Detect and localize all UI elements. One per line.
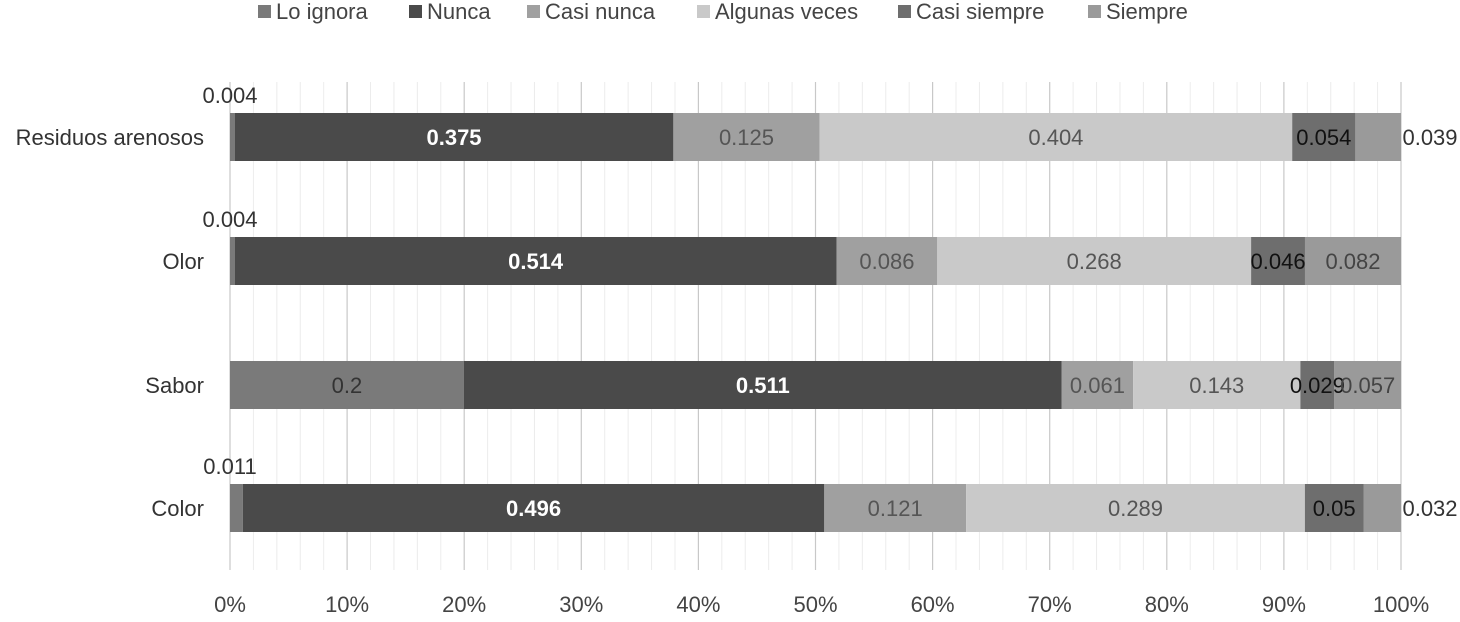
- data-label-olor-lo-ignora: 0.004: [202, 207, 257, 232]
- data-label-olor-nunca: 0.514: [508, 249, 564, 274]
- data-label-sabor-nunca: 0.511: [736, 373, 790, 398]
- x-tick-label: 30%: [559, 592, 603, 617]
- x-tick-label: 20%: [442, 592, 486, 617]
- legend: Lo ignora Nunca Casi nunca Algunas veces Cas…: [258, 0, 1188, 24]
- legend-swatch-casi-siempre: [898, 5, 911, 18]
- bar-olor-siempre: [1304, 237, 1401, 285]
- legend-swatch-lo-ignora: [258, 5, 271, 18]
- x-tick-label: 50%: [793, 592, 837, 617]
- data-label-sabor-siempre: 0.057: [1340, 373, 1395, 398]
- x-tick-label: 60%: [911, 592, 955, 617]
- x-tick-label: 0%: [214, 592, 246, 617]
- data-label-olor-casi-nunca: 0.086: [859, 249, 914, 274]
- data-label-residuos-arenosos-algunas-veces: 0.404: [1028, 125, 1083, 150]
- bar-olor-casi-nunca: [836, 237, 938, 285]
- data-label-sabor-algunas-veces: 0.143: [1189, 373, 1244, 398]
- bar-residuos-arenosos-siempre: [1355, 113, 1401, 161]
- x-tick-label: 80%: [1145, 592, 1189, 617]
- bar-color-siempre: [1363, 484, 1401, 532]
- legend-swatch-casi-nunca: [527, 5, 540, 18]
- data-label-residuos-arenosos-lo-ignora: 0.004: [202, 83, 257, 108]
- legend-label-casi-nunca: Casi nunca: [545, 0, 656, 24]
- data-label-olor-algunas-veces: 0.268: [1067, 249, 1122, 274]
- bar-sabor-algunas-veces: [1133, 361, 1301, 409]
- data-label-color-algunas-veces: 0.289: [1108, 496, 1163, 521]
- data-label-color-casi-siempre: 0.05: [1313, 496, 1356, 521]
- data-label-olor-siempre: 0.082: [1325, 249, 1380, 274]
- legend-label-lo-ignora: Lo ignora: [276, 0, 369, 24]
- bar-color-algunas-veces: [966, 484, 1305, 532]
- legend-label-nunca: Nunca: [427, 0, 491, 24]
- data-label-residuos-arenosos-casi-nunca: 0.125: [719, 125, 774, 150]
- bar-residuos-arenosos-algunas-veces: [819, 113, 1293, 161]
- bar-sabor-nunca: [463, 361, 1062, 409]
- bar-residuos-arenosos-casi-siempre: [1292, 113, 1356, 161]
- x-tick-label: 10%: [325, 592, 369, 617]
- bar-olor-algunas-veces: [937, 237, 1252, 285]
- bar-sabor-casi-siempre: [1300, 361, 1335, 409]
- category-label-color: Color: [151, 496, 204, 521]
- legend-swatch-algunas-veces: [697, 5, 710, 18]
- data-labels: 0.004 0.375 0.125 0.404 0.054 0.039 0.004 0.514…: [202, 83, 1457, 521]
- data-label-sabor-casi-nunca: 0.061: [1070, 373, 1125, 398]
- bar-olor-casi-siempre: [1251, 237, 1305, 285]
- bar-residuos-arenosos-lo-ignora: [230, 113, 235, 161]
- legend-label-algunas-veces: Algunas veces: [715, 0, 858, 24]
- category-label-olor: Olor: [162, 249, 204, 274]
- data-label-color-casi-nunca: 0.121: [868, 496, 923, 521]
- data-label-olor-casi-siempre: 0.046: [1251, 249, 1306, 274]
- bar-color-casi-nunca: [824, 484, 967, 532]
- y-axis-category-labels: Residuos arenosos Olor Sabor Color: [16, 125, 204, 521]
- data-label-residuos-arenosos-casi-siempre: 0.054: [1296, 125, 1351, 150]
- bar-residuos-arenosos-nunca: [234, 113, 674, 161]
- bar-olor-nunca: [234, 237, 837, 285]
- category-label-sabor: Sabor: [145, 373, 204, 398]
- data-label-residuos-arenosos-siempre: 0.039: [1402, 125, 1457, 150]
- x-tick-label: 70%: [1028, 592, 1072, 617]
- bar-color-casi-siempre: [1304, 484, 1364, 532]
- category-label-residuos-arenosos: Residuos arenosos: [16, 125, 204, 150]
- bar-color-nunca: [242, 484, 825, 532]
- bar-color-lo-ignora: [230, 484, 243, 532]
- x-axis-tick-labels: 0% 10% 20% 30% 40% 50% 60% 70% 80% 90% 100%: [214, 592, 1429, 617]
- data-label-color-siempre: 0.032: [1402, 496, 1457, 521]
- legend-swatch-nunca: [409, 5, 422, 18]
- data-label-sabor-lo-ignora: 0.2: [332, 373, 363, 398]
- bar-residuos-arenosos-casi-nunca: [673, 113, 820, 161]
- legend-label-siempre: Siempre: [1106, 0, 1188, 24]
- legend-swatch-siempre: [1088, 5, 1101, 18]
- legend-label-casi-siempre: Casi siempre: [916, 0, 1044, 24]
- data-label-sabor-casi-siempre: 0.029: [1290, 373, 1345, 398]
- bar-sabor-casi-nunca: [1061, 361, 1134, 409]
- data-label-residuos-arenosos-nunca: 0.375: [426, 125, 481, 150]
- x-tick-label: 40%: [676, 592, 720, 617]
- bar-olor-lo-ignora: [230, 237, 235, 285]
- bar-sabor-lo-ignora: [230, 361, 464, 409]
- bar-sabor-siempre: [1334, 361, 1401, 409]
- bars: [230, 113, 1401, 532]
- x-tick-label: 100%: [1373, 592, 1429, 617]
- data-label-color-lo-ignora: 0.011: [203, 454, 256, 479]
- data-label-color-nunca: 0.496: [506, 496, 561, 521]
- x-tick-label: 90%: [1262, 592, 1306, 617]
